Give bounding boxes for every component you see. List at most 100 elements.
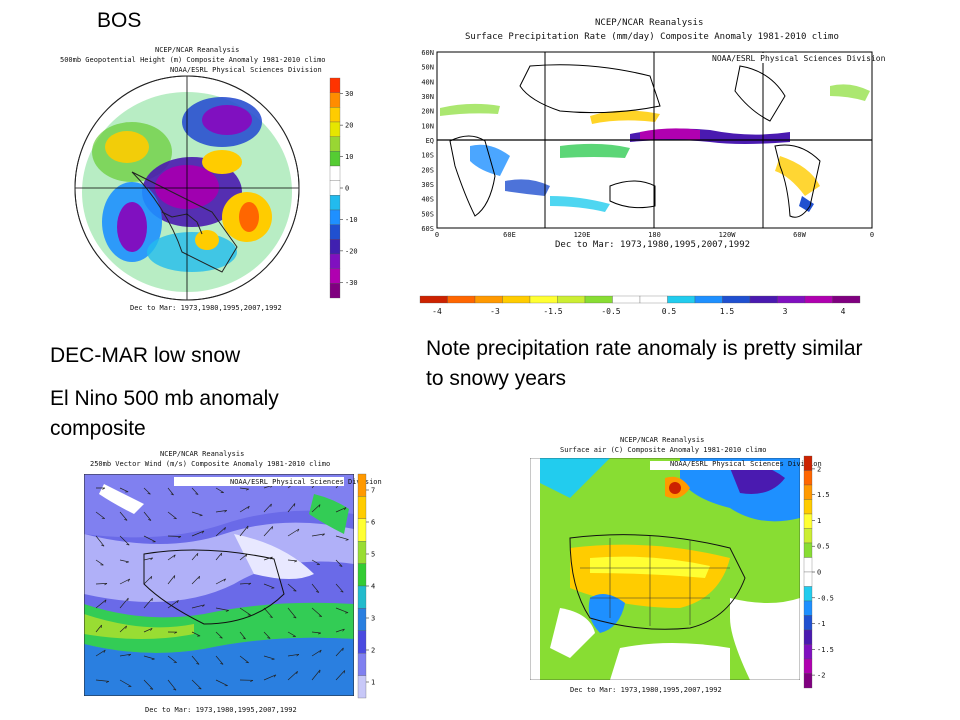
colorbar-tick-label: 5 [371,551,375,559]
colorbar-segment [474,295,503,304]
map-sfcair-title2: Surface air (C) Composite Anomaly 1981-2… [560,446,767,454]
colorbar-tick-label: 0 [345,185,349,193]
wind-vector [143,627,153,633]
wind-vector [167,554,176,561]
colorbar-segment [722,295,751,304]
colorbar-segment [803,629,813,645]
colorbar-segment [804,295,833,304]
wind-vector [287,583,297,592]
colorbar-tick-label: 0.5 [662,307,677,316]
wind-vector [335,628,345,633]
colorbar-segment [694,295,723,304]
wind-vector [119,597,129,609]
lat-label: 40S [421,196,434,204]
wind-vector [119,535,130,546]
colorbar-segment [667,295,696,304]
colorbar-segment [803,542,813,558]
colorbar-segment [749,295,778,304]
colorbar-tick-label: 4 [371,583,375,591]
lat-label: 50N [421,64,434,72]
lat-label: 60N [421,49,434,57]
wind-vector [191,511,203,517]
colorbar-segment [329,151,341,167]
wind-vector [215,607,229,612]
lat-label: 30S [421,181,434,189]
colorbar-segment [777,295,806,304]
wind-vector [95,583,108,586]
colorbar-segment [803,557,813,573]
colorbar-tick-label: 2 [371,647,375,655]
colorbar-tick-label: 1.5 [817,491,830,499]
lon-label: 0 [435,231,439,239]
wind-vector [191,631,201,637]
map-sfcair-title3: NOAA/ESRL Physical Sciences Division [670,460,822,468]
colorbar-tick-label: 1.5 [720,307,735,316]
wind-vector [215,487,224,493]
map-wind-panel: NCEP/NCAR Reanalysis 250mb Vector Wind (… [70,450,390,720]
colorbar-segment [529,295,558,304]
colorbar-segment [357,563,367,587]
wind-vector [167,655,177,664]
colorbar-segment [329,136,341,152]
map-precip-footer: Dec to Mar: 1973,1980,1995,2007,1992 [555,240,751,250]
wind-vector [191,487,199,495]
colorbar-segment [357,608,367,631]
wind-vector [215,552,223,561]
wind-vector [167,487,174,496]
wind-vector [143,557,154,561]
lat-label: EQ [426,137,434,145]
map-precip-colorbar: -4 -3 -1.5 -0.5 0.5 1.5 3 4 [419,295,861,316]
lon-label: 120W [719,231,737,239]
wind-vector [311,607,323,617]
wind-vector [95,559,104,566]
colorbar-segment [803,470,813,486]
colorbar-tick-label: 0.5 [817,543,830,551]
wind-vector [239,607,251,616]
wind-vector [143,487,151,495]
colorbar-segment [639,295,668,304]
colorbar-segment [329,121,341,137]
colorbar-segment [329,283,341,299]
map-sfcair-footer: Dec to Mar: 1973,1980,1995,2007,1992 [570,686,722,694]
wind-vector [119,487,129,493]
lon-label: 120E [574,231,591,239]
wind-vector [335,607,349,614]
colorbar-segment [329,209,341,225]
colorbar-tick-label: 30 [345,90,353,98]
wind-vector [191,679,202,690]
wind-vector [119,559,129,564]
colorbar-segment [584,295,613,304]
lat-label: 20N [421,108,434,116]
wind-vector [311,649,322,657]
colorbar-tick-label: 20 [345,122,353,130]
wind-vector [119,511,128,521]
map-500mb-colorbar: 30 20 10 0 -10 -20 -30 [329,77,358,299]
lon-label: 60E [503,231,516,239]
colorbar-segment [803,528,813,544]
map-wind-title1: NCEP/NCAR Reanalysis [160,450,245,458]
wind-vector [95,511,106,519]
wind-vector [287,559,298,563]
wind-vector [143,655,155,661]
colorbar-segment [329,239,341,255]
map-sfcair-plot [530,458,800,680]
wind-vector [335,647,344,657]
wind-vector [263,583,275,589]
wind-vector [215,510,228,513]
map-precip-plot: 60N 50N 40N 30N 20N 10N EQ 10S 20S 30S 40S 50S 60S 0… [421,49,874,239]
colorbar-tick-label: 1 [371,679,375,687]
wind-vector [335,583,344,593]
colorbar-tick-label: -10 [345,216,358,224]
map-wind-title2: 250mb Vector Wind (m/s) Composite Anomal… [90,460,331,468]
colorbar-segment [329,180,341,196]
wind-vector [287,503,296,513]
colorbar-tick-label: -3 [490,307,500,316]
wind-vector [239,582,252,586]
wind-vector [167,679,177,691]
colorbar-tick-label: -1 [817,620,825,628]
colorbar-tick-label: 2 [817,465,821,473]
colorbar-tick-label: -2 [817,672,825,680]
colorbar-segment [557,295,586,304]
wind-vector [119,679,132,687]
map-500mb-title3: NOAA/ESRL Physical Sciences Division [170,66,322,74]
